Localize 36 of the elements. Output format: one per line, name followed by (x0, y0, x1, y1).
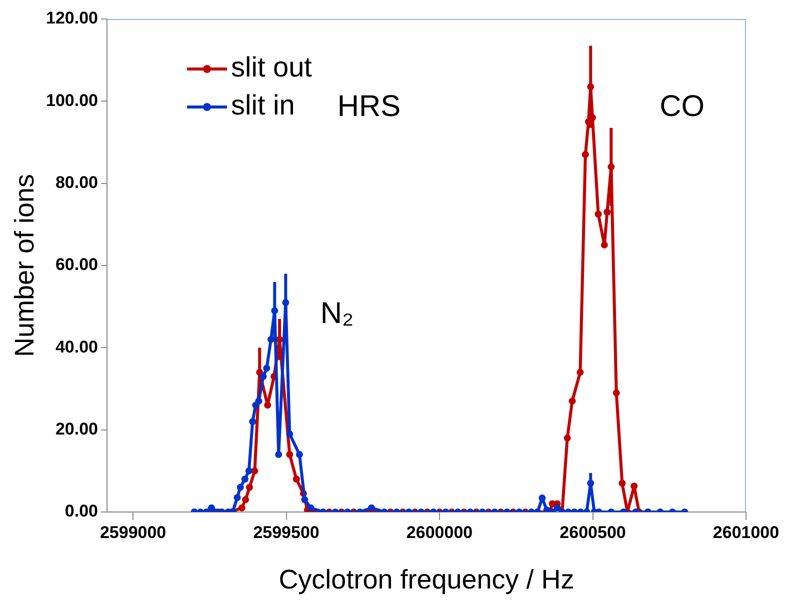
legend-label: slit out (231, 52, 312, 83)
y-tick-label: 120.00 (46, 8, 98, 28)
y-axis-title: Number of ions (10, 174, 40, 358)
point (564, 434, 571, 442)
x-tick-label: 2599000 (100, 522, 166, 542)
legend-label: slit in (231, 90, 295, 121)
y-tick-label: 100.00 (46, 90, 98, 110)
point (264, 402, 272, 409)
x-tick-label: 2600500 (560, 522, 626, 542)
y-tick-label: 0.00 (64, 502, 98, 521)
point (238, 504, 246, 512)
annotation: CO (660, 90, 705, 124)
x-tick-label: 2599500 (253, 522, 320, 542)
point (242, 496, 250, 504)
point (612, 389, 620, 396)
point (618, 480, 626, 487)
y-tick-label: 20.00 (55, 420, 98, 439)
x-tick-label: 2601000 (712, 522, 780, 542)
y-tick-label: 80.00 (55, 173, 98, 192)
point (568, 398, 576, 405)
point (292, 476, 300, 483)
point (630, 482, 638, 490)
point (604, 208, 611, 216)
point (594, 210, 602, 218)
point (576, 368, 584, 376)
point (600, 241, 608, 248)
point (286, 450, 294, 458)
x-tick-label: 2600000 (406, 522, 473, 542)
point (246, 484, 254, 491)
point (582, 151, 589, 158)
annotation: N₂ (320, 297, 354, 330)
point (251, 467, 258, 474)
x-axis-title: Cyclotron frequency / Hz (278, 564, 574, 594)
annotation: HRS (337, 90, 401, 124)
y-tick-label: 40.00 (55, 337, 98, 356)
y-tick-label: 60.00 (55, 255, 98, 274)
